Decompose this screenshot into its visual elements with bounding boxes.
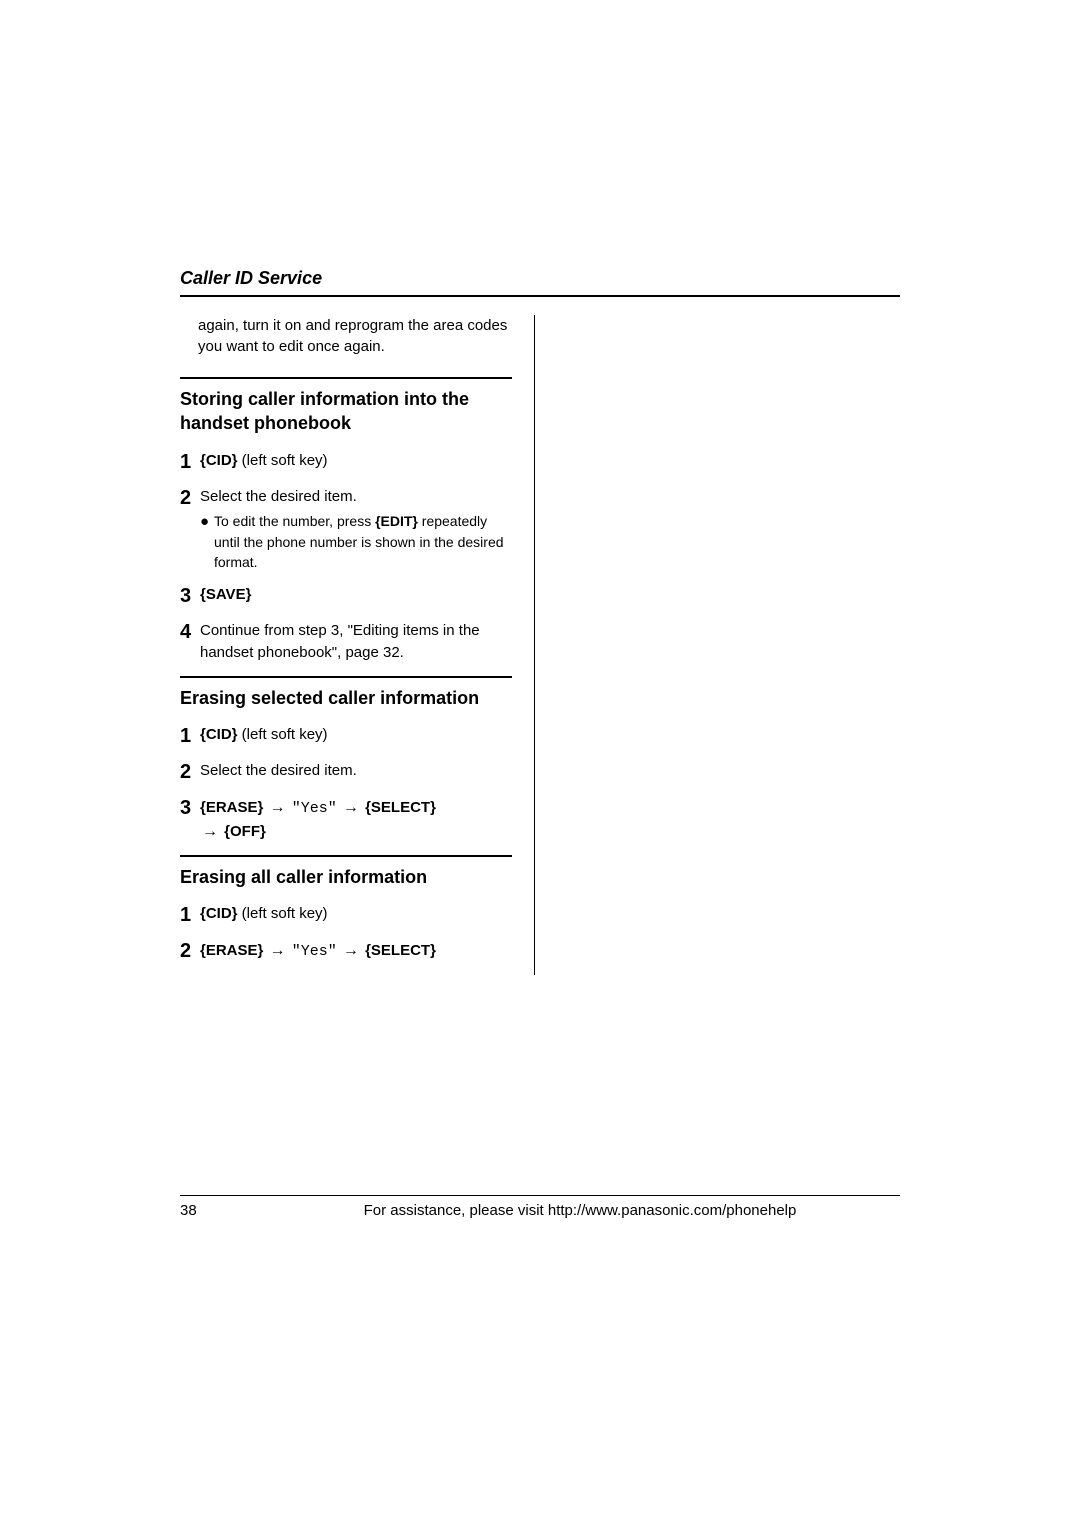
bullet-text: To edit the number, press {EDIT} repeate… <box>214 511 512 572</box>
text: To edit the number, press <box>214 513 375 529</box>
step: 4 Continue from step 3, "Editing items i… <box>180 620 512 664</box>
key-edit: {EDIT} <box>375 513 418 529</box>
step-body: {CID} (left soft key) <box>200 903 512 925</box>
step-number: 4 <box>180 620 200 644</box>
step: 1 {CID} (left soft key) <box>180 724 512 748</box>
step-body: {CID} (left soft key) <box>200 450 512 472</box>
option-yes: "Yes" <box>292 800 337 817</box>
step-number: 1 <box>180 903 200 927</box>
key-erase: {ERASE} <box>200 799 263 816</box>
arrow-icon: → <box>270 796 286 819</box>
step-number: 1 <box>180 450 200 474</box>
option-yes: "Yes" <box>292 943 337 960</box>
intro-text: again, turn it on and reprogram the area… <box>198 315 512 357</box>
arrow-icon: → <box>343 796 359 819</box>
right-column <box>535 315 890 975</box>
step-body: {CID} (left soft key) <box>200 724 512 746</box>
key-off: {OFF} <box>224 823 266 840</box>
key-select: {SELECT} <box>365 799 436 816</box>
step-number: 2 <box>180 939 200 963</box>
key-cid: {CID} <box>200 452 238 469</box>
step: 3 {SAVE} <box>180 584 512 608</box>
key-cid: {CID} <box>200 905 238 922</box>
step-number: 2 <box>180 486 200 510</box>
step: 2 Select the desired item. <box>180 760 512 784</box>
step-text: (left soft key) <box>238 726 328 743</box>
key-select: {SELECT} <box>365 942 436 959</box>
page-footer: 38 For assistance, please visit http://w… <box>180 1195 900 1219</box>
arrow-icon: → <box>270 939 286 962</box>
page-number: 38 <box>180 1202 260 1219</box>
step: 1 {CID} (left soft key) <box>180 903 512 927</box>
rule <box>180 377 512 379</box>
rule <box>180 855 512 857</box>
step-number: 2 <box>180 760 200 784</box>
key-erase: {ERASE} <box>200 942 263 959</box>
step-body: {ERASE} → "Yes" → {SELECT} → {OFF} <box>200 796 512 843</box>
subsection-title-storing: Storing caller information into the hand… <box>180 387 512 436</box>
step-number: 1 <box>180 724 200 748</box>
footer-text: For assistance, please visit http://www.… <box>260 1202 900 1219</box>
left-column: again, turn it on and reprogram the area… <box>180 315 535 975</box>
arrow-icon: → <box>202 820 218 843</box>
step-body: Select the desired item. <box>200 760 512 782</box>
step: 1 {CID} (left soft key) <box>180 450 512 474</box>
arrow-icon: → <box>343 939 359 962</box>
step-text: Continue from step 3, "Editing items in … <box>200 622 480 661</box>
key-cid: {CID} <box>200 726 238 743</box>
step-text: Select the desired item. <box>200 488 357 505</box>
step: 2 Select the desired item. ● To edit the… <box>180 486 512 573</box>
step-text: (left soft key) <box>238 905 328 922</box>
step-body: Continue from step 3, "Editing items in … <box>200 620 512 664</box>
subsection-title-erasing-selected: Erasing selected caller information <box>180 686 512 710</box>
step-number: 3 <box>180 584 200 608</box>
step-body: {ERASE} → "Yes" → {SELECT} <box>200 939 512 963</box>
rule <box>180 676 512 678</box>
step-number: 3 <box>180 796 200 820</box>
step-text: (left soft key) <box>238 452 328 469</box>
step: 3 {ERASE} → "Yes" → {SELECT} → {OFF} <box>180 796 512 843</box>
bullet-item: ● To edit the number, press {EDIT} repea… <box>200 511 512 572</box>
subsection-title-erasing-all: Erasing all caller information <box>180 865 512 889</box>
key-save: {SAVE} <box>200 586 251 603</box>
section-title: Caller ID Service <box>180 268 900 297</box>
bullet-icon: ● <box>200 511 214 532</box>
step-body: {SAVE} <box>200 584 512 606</box>
step: 2 {ERASE} → "Yes" → {SELECT} <box>180 939 512 963</box>
step-text: Select the desired item. <box>200 762 357 779</box>
step-body: Select the desired item. ● To edit the n… <box>200 486 512 573</box>
